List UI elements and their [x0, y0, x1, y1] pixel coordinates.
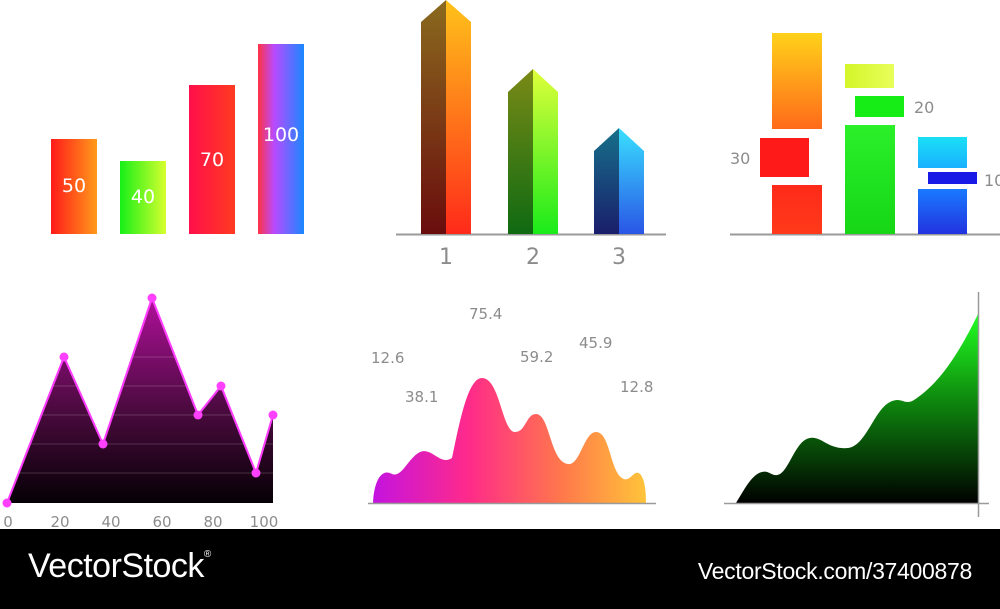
- chart-4-point-3: [98, 439, 108, 449]
- chart-3-block-red-base: [772, 185, 822, 234]
- chart-4-point-8: [268, 410, 278, 420]
- chart-2-bar-3-right-face: [619, 128, 644, 234]
- chart-4-area-line: 0 20 40 60 80 100: [0, 293, 280, 531]
- chart-5-area-fill: [373, 378, 646, 503]
- chart-5-annotation-6: 12.8: [620, 378, 653, 396]
- chart-3-column-3: [918, 137, 977, 234]
- chart-1-bar-label-2: 40: [131, 186, 155, 208]
- chart-1-bar-50: 50: [51, 139, 97, 234]
- chart-2-bar-1-left-face: [421, 0, 446, 234]
- chart-6-area-fill: [736, 314, 978, 503]
- chart-2-category-1: 1: [439, 245, 453, 270]
- chart-5-annotation-2: 38.1: [405, 388, 438, 406]
- chart-2-bar-2-right-face: [533, 69, 558, 234]
- chart-2-category-3: 3: [612, 245, 626, 270]
- chart-1-bar-2: [120, 161, 166, 234]
- chart-4-xtick-100: 100: [250, 513, 279, 531]
- registered-mark: ®: [203, 549, 211, 560]
- chart-3-block-cyan: [918, 137, 967, 168]
- chart-4-xtick-80: 80: [203, 513, 222, 531]
- chart-4-xtick-40: 40: [101, 513, 120, 531]
- chart-3-annotation-10: 10: [984, 171, 1000, 190]
- chart-1-gradient-bars: 50 40 70 100: [51, 44, 304, 234]
- chart-4-xtick-20: 20: [50, 513, 69, 531]
- chart-2-arrow-bars: 1 2 3: [396, 0, 666, 270]
- chart-1-bar-1: [51, 139, 97, 234]
- chart-1-bar-4: [258, 44, 304, 234]
- chart-1-bar-label-4: 100: [263, 124, 299, 146]
- chart-4-point-1: [2, 498, 12, 508]
- chart-4-points: [2, 293, 278, 508]
- brand-name: VectorStock: [28, 547, 204, 585]
- chart-1-bar-3: [189, 85, 235, 234]
- chart-3-block-lime: [845, 64, 894, 88]
- chart-4-point-4: [147, 293, 157, 303]
- chart-1-bar-label-1: 50: [62, 175, 86, 197]
- chart-4-xtick-0: 0: [3, 513, 13, 531]
- chart-5-gradient-wave: 12.6 38.1 75.4 59.2 45.9 12.8: [368, 305, 656, 505]
- chart-3-block-yellow: [772, 33, 822, 129]
- chart-4-point-6: [216, 381, 226, 391]
- chart-3-stacked-blocks: 30 20 10: [730, 33, 1000, 236]
- chart-2-bar-3-left-face: [594, 128, 619, 234]
- chart-4-point-7: [251, 468, 261, 478]
- chart-4-point-2: [59, 352, 69, 362]
- chart-5-annotation-4: 59.2: [520, 348, 553, 366]
- chart-5-annotation-3: 75.4: [469, 305, 502, 323]
- chart-3-block-green-offset: [855, 96, 904, 117]
- chart-3-block-red-offset: [760, 138, 809, 177]
- chart-4-xtick-60: 60: [152, 513, 171, 531]
- chart-3-column-1: [760, 33, 822, 234]
- chart-3-block-blue-base: [918, 189, 967, 234]
- chart-6-rising-area: [724, 292, 989, 517]
- chart-4-line: [6, 295, 274, 504]
- chart-1-bar-40: 40: [120, 161, 166, 234]
- chart-2-bar-2-left-face: [508, 69, 533, 234]
- watermark-footer: VectorStock® VectorStock.com/37400878: [0, 529, 1000, 609]
- chart-1-bar-label-3: 70: [200, 149, 224, 171]
- chart-1-bar-70: 70: [189, 85, 235, 234]
- chart-1-bar-100: 100: [258, 44, 304, 234]
- brand-logo: VectorStock®: [28, 547, 211, 586]
- chart-3-block-green-base: [845, 125, 895, 234]
- chart-2-bar-1-right-face: [446, 0, 471, 234]
- chart-4-point-5: [193, 410, 203, 420]
- chart-2-bar-2: [508, 69, 558, 234]
- chart-4-area-fill: [7, 298, 273, 503]
- chart-3-annotation-20: 20: [914, 98, 934, 117]
- chart-3-block-navy-offset: [928, 172, 977, 184]
- chart-3-column-2: [845, 64, 904, 234]
- image-id: VectorStock.com/37400878: [697, 558, 972, 584]
- chart-2-bar-1: [421, 0, 471, 234]
- chart-2-bar-3: [594, 128, 644, 234]
- chart-5-annotation-1: 12.6: [371, 349, 404, 367]
- chart-2-category-2: 2: [526, 245, 540, 270]
- chart-3-annotation-30: 30: [730, 149, 750, 168]
- chart-5-annotation-5: 45.9: [579, 334, 612, 352]
